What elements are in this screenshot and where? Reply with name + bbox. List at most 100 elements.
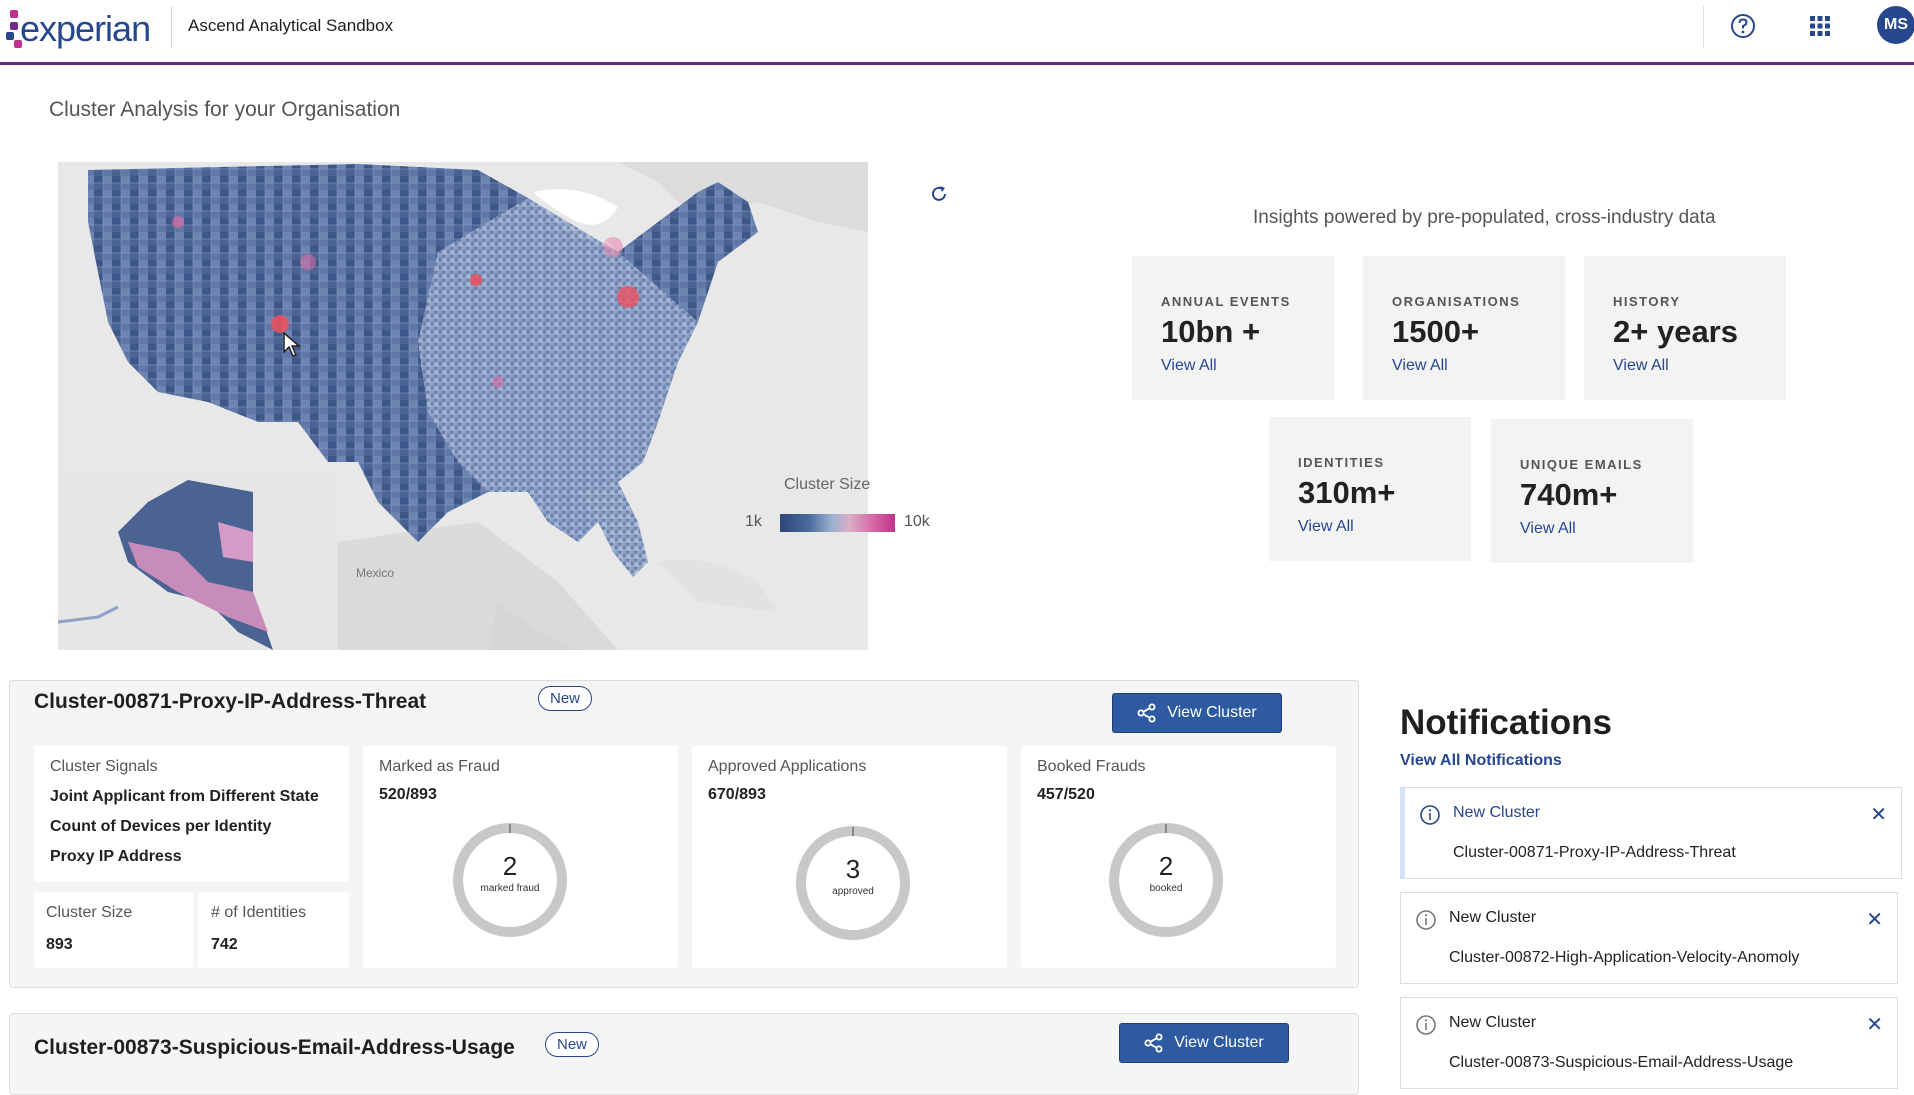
metric-label: Booked Frauds <box>1037 758 1146 775</box>
notification-item[interactable]: New Cluster Cluster-00873-Suspicious-Ema… <box>1400 997 1898 1089</box>
notification-title: New Cluster <box>1453 804 1541 821</box>
donut-caption: booked <box>1149 883 1183 894</box>
metric-value: 520/893 <box>379 786 437 803</box>
donut-number: 3 <box>845 854 861 884</box>
metric-label: Marked as Fraud <box>379 758 500 775</box>
mouse-cursor-icon <box>283 332 301 357</box>
view-cluster-label: View Cluster <box>1174 1034 1264 1051</box>
stat-organisations: ORGANISATIONS 1500+ View All <box>1363 256 1565 400</box>
view-cluster-button[interactable]: View Cluster <box>1112 693 1282 733</box>
stat-value: 310m+ <box>1298 475 1396 510</box>
view-all-notifications-link[interactable]: View All Notifications <box>1400 752 1562 769</box>
usa-choropleth-map: Mexico <box>58 162 868 650</box>
donut-number: 2 <box>502 851 518 881</box>
notification-body: Cluster-00871-Proxy-IP-Address-Threat <box>1453 844 1736 861</box>
donut-caption: approved <box>832 886 874 897</box>
donut-chart: 2 marked fraud <box>451 821 569 939</box>
share-icon <box>1144 1033 1163 1053</box>
legend-max-label: 10k <box>904 513 930 530</box>
stat-value: 10bn + <box>1161 314 1261 349</box>
close-icon[interactable]: ✕ <box>1866 1014 1883 1036</box>
notification-item[interactable]: New Cluster Cluster-00871-Proxy-IP-Addre… <box>1400 787 1902 879</box>
notification-title: New Cluster <box>1449 909 1537 926</box>
donut-number: 2 <box>1158 851 1174 881</box>
new-badge: New <box>545 1032 600 1057</box>
cluster-map[interactable]: Mexico <box>58 162 868 650</box>
cluster-name: Cluster-00873-Suspicious-Email-Address-U… <box>34 1036 515 1059</box>
stat-label: UNIQUE EMAILS <box>1520 457 1643 472</box>
signals-label: Cluster Signals <box>50 758 158 775</box>
notifications-title: Notifications <box>1400 703 1612 742</box>
share-icon <box>1137 703 1156 723</box>
user-avatar[interactable]: MS <box>1877 6 1914 44</box>
page-title: Cluster Analysis for your Organisation <box>49 98 401 121</box>
metric-label: Approved Applications <box>708 758 867 775</box>
stat-unique-emails: UNIQUE EMAILS 740m+ View All <box>1491 419 1693 563</box>
view-all-link[interactable]: View All <box>1298 518 1354 535</box>
header-divider <box>171 6 172 48</box>
stat-label: IDENTITIES <box>1298 455 1385 470</box>
cluster-name: Cluster-00871-Proxy-IP-Address-Threat <box>34 690 427 713</box>
view-all-link[interactable]: View All <box>1392 357 1448 374</box>
experian-logo[interactable]: experian <box>6 6 151 50</box>
donut-ring <box>1109 823 1223 937</box>
legend-min-label: 1k <box>745 513 762 530</box>
top-header: experian Ascend Analytical Sandbox MS <box>0 0 1914 65</box>
view-all-link[interactable]: View All <box>1161 357 1217 374</box>
logo-dots <box>6 8 36 48</box>
view-cluster-label: View Cluster <box>1167 704 1257 721</box>
insights-title: Insights powered by pre-populated, cross… <box>1253 207 1716 228</box>
identities-label: # of Identities <box>211 904 307 921</box>
donut-caption: marked fraud <box>480 883 540 894</box>
stat-value: 1500+ <box>1392 314 1480 349</box>
signal-item: Joint Applicant from Different State <box>50 788 319 805</box>
stat-value: 2+ years <box>1613 314 1738 349</box>
metric-panel-booked-frauds: Booked Frauds 457/520 2 booked <box>1021 746 1336 968</box>
legend-color-bar <box>780 514 895 532</box>
metric-value: 457/520 <box>1037 786 1095 803</box>
view-cluster-button[interactable]: View Cluster <box>1119 1023 1289 1063</box>
view-all-link[interactable]: View All <box>1613 357 1669 374</box>
apps-grid-icon[interactable] <box>1808 14 1832 38</box>
stat-label: HISTORY <box>1613 294 1681 309</box>
cluster-signals-panel: Cluster Signals Joint Applicant from Dif… <box>34 746 349 882</box>
metric-value: 670/893 <box>708 786 766 803</box>
signal-item: Count of Devices per Identity <box>50 818 272 835</box>
new-badge: New <box>538 686 593 711</box>
header-divider <box>1703 6 1704 48</box>
info-icon <box>1416 1015 1436 1035</box>
info-icon <box>1416 910 1436 930</box>
cluster-card: Cluster-00871-Proxy-IP-Address-Threat Ne… <box>9 680 1359 988</box>
metric-panel-approved: Approved Applications 670/893 3 approved <box>692 746 1007 968</box>
stat-annual-events: ANNUAL EVENTS 10bn + View All <box>1132 256 1334 400</box>
stat-identities: IDENTITIES 310m+ View All <box>1269 417 1471 561</box>
metric-panel-marked-fraud: Marked as Fraud 520/893 2 marked fraud <box>363 746 678 968</box>
cluster-card: Cluster-00873-Suspicious-Email-Address-U… <box>9 1013 1359 1095</box>
notification-body: Cluster-00872-High-Application-Velocity-… <box>1449 949 1800 966</box>
cluster-size-value: 893 <box>46 936 73 953</box>
legend-title: Cluster Size <box>784 476 871 493</box>
stat-label: ANNUAL EVENTS <box>1161 294 1291 309</box>
map-label-mexico: Mexico <box>356 566 394 580</box>
close-icon[interactable]: ✕ <box>1870 804 1887 826</box>
notification-item[interactable]: New Cluster Cluster-00872-High-Applicati… <box>1400 892 1898 984</box>
info-icon <box>1420 805 1440 825</box>
close-icon[interactable]: ✕ <box>1866 909 1883 931</box>
identities-panel: # of Identities 742 <box>198 892 349 968</box>
help-icon[interactable] <box>1730 13 1756 39</box>
donut-chart: 3 approved <box>794 824 912 942</box>
notification-body: Cluster-00873-Suspicious-Email-Address-U… <box>1449 1054 1794 1071</box>
refresh-icon[interactable] <box>928 183 950 205</box>
stat-history: HISTORY 2+ years View All <box>1584 256 1786 400</box>
stat-value: 740m+ <box>1520 477 1618 512</box>
stat-label: ORGANISATIONS <box>1392 294 1521 309</box>
signal-item: Proxy IP Address <box>50 848 182 865</box>
donut-chart: 2 booked <box>1107 821 1225 939</box>
cluster-size-label: Cluster Size <box>46 904 133 921</box>
donut-ring <box>453 823 567 937</box>
logo-text: experian <box>20 8 151 49</box>
cluster-size-panel: Cluster Size 893 <box>34 892 193 968</box>
view-all-link[interactable]: View All <box>1520 520 1576 537</box>
notification-title: New Cluster <box>1449 1014 1537 1031</box>
donut-ring <box>796 826 910 940</box>
